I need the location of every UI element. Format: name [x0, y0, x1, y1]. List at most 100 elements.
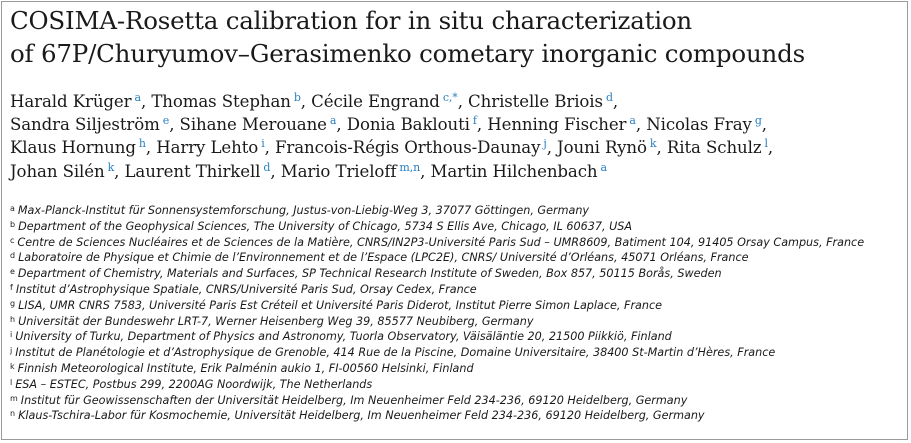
author-name: Sandra Siljeström — [10, 115, 160, 135]
affiliation-item: l ESA – ESTEC, Postbus 299, 2200AG Noordw… — [10, 377, 906, 393]
author: Sandra Siljeström e — [10, 115, 169, 134]
author: Harald Krüger a — [10, 92, 141, 111]
affiliation-item: e Department of Chemistry, Materials and … — [10, 266, 906, 282]
affiliation-text: Department of Chemistry, Materials and S… — [17, 267, 722, 281]
affiliation-text: Max-Planck-Institut für Sonnensystemfors… — [17, 204, 590, 217]
author: Martin Hilchenbach a — [430, 162, 607, 181]
affiliation-item: f Institut d’Astrophysique Spatiale, CNRS… — [10, 282, 906, 298]
author-name: Harald Krüger — [10, 92, 132, 111]
affiliation-link[interactable]: m,n — [399, 160, 421, 174]
affiliation-mark: d — [10, 251, 16, 261]
author: Christelle Briois d — [468, 92, 613, 111]
affiliation-link[interactable]: d — [263, 160, 271, 174]
affiliation-link[interactable]: k — [649, 137, 657, 151]
author-name: Cécile Engrand — [311, 92, 440, 111]
author-name: Rita Schulz — [666, 138, 762, 158]
author: Donia Baklouti f — [347, 115, 477, 134]
affiliation-link[interactable]: c,* — [442, 91, 458, 104]
author: Rita Schulz l — [667, 138, 768, 157]
affiliation-link[interactable]: a — [629, 114, 636, 128]
author: Johan Silén k — [10, 162, 114, 181]
affiliation-mark: b — [10, 219, 16, 229]
author-name: Thomas Stephan — [151, 92, 291, 111]
affiliation-list: a Max-Planck-Institut für Sonnensystemfor… — [10, 203, 906, 424]
title-line: COSIMA-Rosetta calibration for in situ c… — [10, 6, 693, 35]
affiliation-item: h Universität der Bundeswehr LRT-7, Werne… — [10, 314, 906, 330]
affiliation-text: Institut d’Astrophysique Spatiale, CNRS/… — [15, 282, 477, 296]
author-name: Martin Hilchenbach — [430, 161, 598, 181]
affiliation-item: g LISA, UMR CNRS 7583, Université Paris E… — [10, 298, 906, 314]
affiliation-mark: k — [10, 361, 15, 371]
title-line: of 67P/Churyumov–Gerasimenko cometary in… — [10, 39, 805, 68]
affiliation-item: m Institut für Geowissenschaften der Univ… — [10, 393, 906, 409]
affiliation-text: Klaus-Tschira-Labor für Kosmochemie, Uni… — [18, 409, 705, 423]
affiliation-text: University of Turku, Department of Physi… — [15, 330, 672, 344]
author-name: Christelle Briois — [468, 92, 603, 111]
affiliation-link[interactable]: d — [605, 91, 613, 104]
author: Sihane Merouane a — [180, 115, 337, 134]
author-list: Harald Krüger a, Thomas Stephan b, Cécile … — [10, 91, 774, 181]
author: Francois-Régis Orthous-Daunay j — [275, 138, 547, 157]
affiliation-item: d Laboratoire de Physique et Chimie de l’… — [10, 250, 906, 266]
author-name: Mario Trieloff — [280, 161, 397, 181]
affiliation-link[interactable]: k — [107, 160, 115, 174]
affiliation-mark: e — [10, 267, 15, 277]
author-name: Donia Baklouti — [346, 115, 470, 135]
affiliation-mark: a — [10, 204, 15, 213]
affiliation-item: n Klaus-Tschira-Labor für Kosmochemie, Un… — [10, 408, 906, 424]
affiliation-item: j Institut de Planétologie et d’Astrophys… — [10, 345, 906, 361]
author-name: Francois-Régis Orthous-Daunay — [274, 138, 541, 158]
affiliation-text: LISA, UMR CNRS 7583, Université Paris Es… — [18, 298, 663, 312]
author: Cécile Engrand c,* — [311, 92, 458, 111]
affiliation-text: Centre de Sciences Nucléaires et de Scie… — [17, 235, 865, 249]
affiliation-mark: i — [10, 330, 13, 340]
affiliation-mark: f — [10, 282, 13, 292]
affiliation-item: i University of Turku, Department of Phys… — [10, 329, 906, 345]
affiliation-item: c Centre de Sciences Nucléaires et de Sci… — [10, 235, 906, 251]
affiliation-mark: g — [10, 298, 16, 308]
affiliation-mark: h — [10, 314, 16, 324]
author-name: Laurent Thirkell — [124, 161, 261, 181]
affiliation-mark: n — [10, 409, 16, 419]
author-name: Jouni Rynö — [557, 138, 647, 158]
affiliation-text: ESA – ESTEC, Postbus 299, 2200AG Noordwi… — [15, 377, 373, 391]
paper-title: COSIMA-Rosetta calibration for in situ c… — [10, 4, 900, 70]
affiliation-text: Institut de Planétologie et d’Astrophysi… — [15, 346, 776, 360]
affiliation-link[interactable]: a — [329, 114, 337, 128]
affiliation-link[interactable]: j — [543, 137, 547, 151]
author: Klaus Hornung h — [10, 138, 146, 157]
affiliation-link[interactable]: a — [134, 91, 141, 104]
affiliation-link[interactable]: i — [261, 137, 265, 151]
affiliation-text: Laboratoire de Physique et Chimie de l’E… — [18, 251, 749, 265]
author-name: Nicolas Fray — [646, 115, 752, 135]
author: Jouni Rynö k — [557, 137, 657, 158]
affiliation-mark: l — [10, 377, 13, 387]
affiliation-mark: c — [10, 235, 15, 245]
affiliation-mark: m — [10, 393, 18, 403]
affiliation-link[interactable]: l — [764, 137, 768, 151]
author-name: Harry Lehto — [156, 138, 259, 158]
affiliation-item: b Department of the Geophysical Sciences,… — [10, 219, 906, 235]
author-name: Sihane Merouane — [179, 115, 327, 135]
affiliation-item: k Finnish Meteorological Institute, Erik … — [10, 361, 906, 377]
affiliation-link[interactable]: e — [162, 114, 170, 128]
author: Harry Lehto i — [156, 137, 265, 158]
author: Thomas Stephan b — [151, 91, 301, 111]
affiliation-link[interactable]: h — [138, 137, 146, 151]
author-name: Klaus Hornung — [10, 138, 136, 158]
author-name: Johan Silén — [10, 161, 105, 181]
author-name: Henning Fischer — [487, 115, 627, 135]
affiliation-text: Finnish Meteorological Institute, Erik P… — [17, 361, 474, 375]
author: Mario Trieloff m,n — [280, 160, 421, 181]
affiliation-link[interactable]: g — [754, 114, 762, 128]
author: Henning Fischer a — [487, 115, 636, 134]
author: Laurent Thirkell d — [125, 162, 271, 181]
affiliation-text: Universität der Bundeswehr LRT-7, Werner… — [18, 314, 534, 328]
affiliation-link[interactable]: b — [293, 91, 301, 104]
affiliation-link[interactable]: a — [600, 160, 608, 174]
affiliation-link[interactable]: f — [472, 114, 477, 128]
author: Nicolas Fray g — [646, 115, 762, 134]
affiliation-text: Department of the Geophysical Sciences, … — [18, 219, 633, 233]
affiliation-mark: j — [10, 346, 13, 356]
